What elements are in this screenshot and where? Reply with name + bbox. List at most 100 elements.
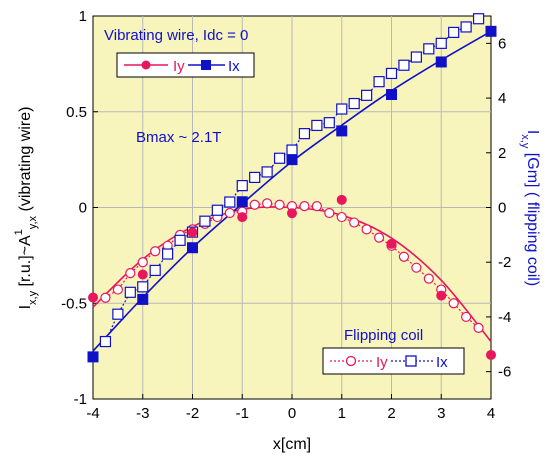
x-axis-label: x[cm] <box>273 436 311 453</box>
point-flipping-coil-iy <box>336 211 347 223</box>
y-left-tick-label: 0 <box>79 200 87 217</box>
point-flipping-coil-iy <box>125 268 136 279</box>
point-flipping-coil-ix <box>398 59 410 71</box>
axis-ticks: -4 -3 -2 -1 0 1 2 3 4 -1 -0.5 0 0.5 1 -6 -4 -2 0 2 4 6 <box>61 8 511 422</box>
point-vibrating-wire-iy <box>187 227 198 238</box>
x-tick-label: -4 <box>86 405 99 422</box>
point-flipping-coil-iy <box>349 217 360 228</box>
point-vibrating-wire-iy <box>237 212 248 223</box>
point-flipping-coil-iy <box>249 199 260 210</box>
legend-vibrating-wire-title: Vibrating wire, Idc = 0 <box>104 27 248 44</box>
point-vibrating-wire-iy <box>137 269 148 280</box>
point-flipping-coil-ix <box>460 21 472 33</box>
point-vibrating-wire-iy <box>486 349 496 360</box>
y-right-tick-label: 2 <box>498 145 506 162</box>
y-right-tick-label: 4 <box>498 90 506 107</box>
y-right-tick-label: 0 <box>498 200 506 217</box>
point-flipping-coil-ix <box>162 248 174 260</box>
y-right-tick-label: -6 <box>498 364 511 381</box>
point-flipping-coil-iy <box>100 292 111 303</box>
point-flipping-coil-ix <box>410 51 422 63</box>
x-tick-label: -3 <box>136 405 149 422</box>
legend-flipping-coil: Flipping coil Iy Ix <box>322 327 465 375</box>
point-flipping-coil-iy <box>398 251 410 262</box>
point-flipping-coil-iy <box>299 201 310 212</box>
point-vibrating-wire-ix <box>187 242 198 254</box>
y-right-tick-label: 6 <box>498 35 506 52</box>
point-vibrating-wire-iy <box>287 208 297 219</box>
point-flipping-coil-iy <box>112 284 123 295</box>
point-flipping-coil-ix <box>423 43 435 55</box>
point-vibrating-wire-ix <box>286 154 298 166</box>
point-flipping-coil-ix <box>211 204 223 216</box>
fit-line-vibrating-wire-ix <box>92 30 492 352</box>
x-tick-label: 2 <box>387 405 395 422</box>
point-flipping-coil-ix <box>249 171 261 184</box>
point-flipping-coil-ix <box>99 335 112 348</box>
point-vibrating-wire-ix <box>386 89 397 101</box>
data-markers <box>87 13 497 363</box>
point-flipping-coil-iy <box>274 199 285 210</box>
y-left-tick-label: -0.5 <box>61 295 87 312</box>
point-vibrating-wire-ix <box>336 125 348 137</box>
point-vibrating-wire-iy <box>386 238 397 249</box>
legend-flipping-coil-title: Flipping coil <box>344 327 423 344</box>
x-tick-label: 4 <box>487 405 495 422</box>
point-vibrating-wire-iy <box>336 194 347 205</box>
legend-iy-marker <box>141 60 151 70</box>
y-axis-right-label: Ix,y [Gm] ( flipping coil) <box>519 130 541 286</box>
x-tick-label: 3 <box>437 405 445 422</box>
point-flipping-coil-ix <box>261 166 273 178</box>
point-flipping-coil-ix <box>174 234 186 246</box>
x-tick-label: 0 <box>288 405 296 422</box>
point-flipping-coil-ix <box>323 117 335 129</box>
point-flipping-coil-iy <box>461 311 472 323</box>
point-flipping-coil-ix <box>435 37 447 49</box>
y-axis-left-label: Ix,y [r.u.]~A1y,x (vibrating wire) <box>13 107 39 310</box>
legend-iy-label: Iy <box>173 58 185 75</box>
point-flipping-coil-iy <box>423 273 434 284</box>
point-flipping-coil-iy <box>448 298 459 309</box>
point-flipping-coil-ix <box>361 89 373 101</box>
point-vibrating-wire-ix <box>435 56 447 68</box>
x-tick-label: -1 <box>236 405 249 422</box>
point-flipping-coil-ix <box>336 103 348 115</box>
point-flipping-coil-iy <box>324 207 335 219</box>
y-left-tick-label: 1 <box>79 8 87 25</box>
bmax-annotation: Bmax ~ 2.1T <box>136 129 221 146</box>
legend-fc-ix-marker <box>405 355 417 367</box>
point-flipping-coil-iy <box>473 322 484 333</box>
point-flipping-coil-iy <box>150 246 161 257</box>
point-flipping-coil-ix <box>311 119 323 132</box>
point-vibrating-wire-ix <box>137 293 149 305</box>
point-vibrating-wire-iy <box>88 292 98 303</box>
point-flipping-coil-ix <box>385 67 398 80</box>
point-flipping-coil-ix <box>448 26 460 39</box>
point-flipping-coil-iy <box>373 232 385 243</box>
point-flipping-coil-ix <box>298 128 311 140</box>
point-vibrating-wire-ix <box>485 25 497 37</box>
point-flipping-coil-ix <box>373 76 385 88</box>
point-flipping-coil-iy <box>262 198 273 209</box>
legend-ix-label: Ix <box>228 58 240 75</box>
y-right-tick-label: -4 <box>498 309 511 326</box>
point-flipping-coil-ix <box>224 196 236 208</box>
point-flipping-coil-iy <box>361 224 372 235</box>
point-flipping-coil-ix <box>149 264 161 277</box>
point-flipping-coil-iy <box>224 207 235 219</box>
point-vibrating-wire-ix <box>236 196 248 208</box>
point-vibrating-wire-iy <box>436 290 447 301</box>
legend-fc-iy-marker <box>345 355 357 367</box>
point-flipping-coil-ix <box>137 281 149 293</box>
legend-vibrating-wire: Vibrating wire, Idc = 0 Iy Ix <box>104 27 255 78</box>
point-flipping-coil-ix <box>472 13 485 25</box>
point-flipping-coil-iy <box>137 257 148 268</box>
point-flipping-coil-ix <box>112 308 124 320</box>
y-left-tick-label: 0.5 <box>66 104 87 121</box>
y-left-tick-label: -1 <box>74 391 87 408</box>
point-flipping-coil-ix <box>199 215 211 227</box>
point-flipping-coil-ix <box>273 152 286 164</box>
point-flipping-coil-ix <box>348 97 360 110</box>
point-flipping-coil-iy <box>411 262 422 273</box>
